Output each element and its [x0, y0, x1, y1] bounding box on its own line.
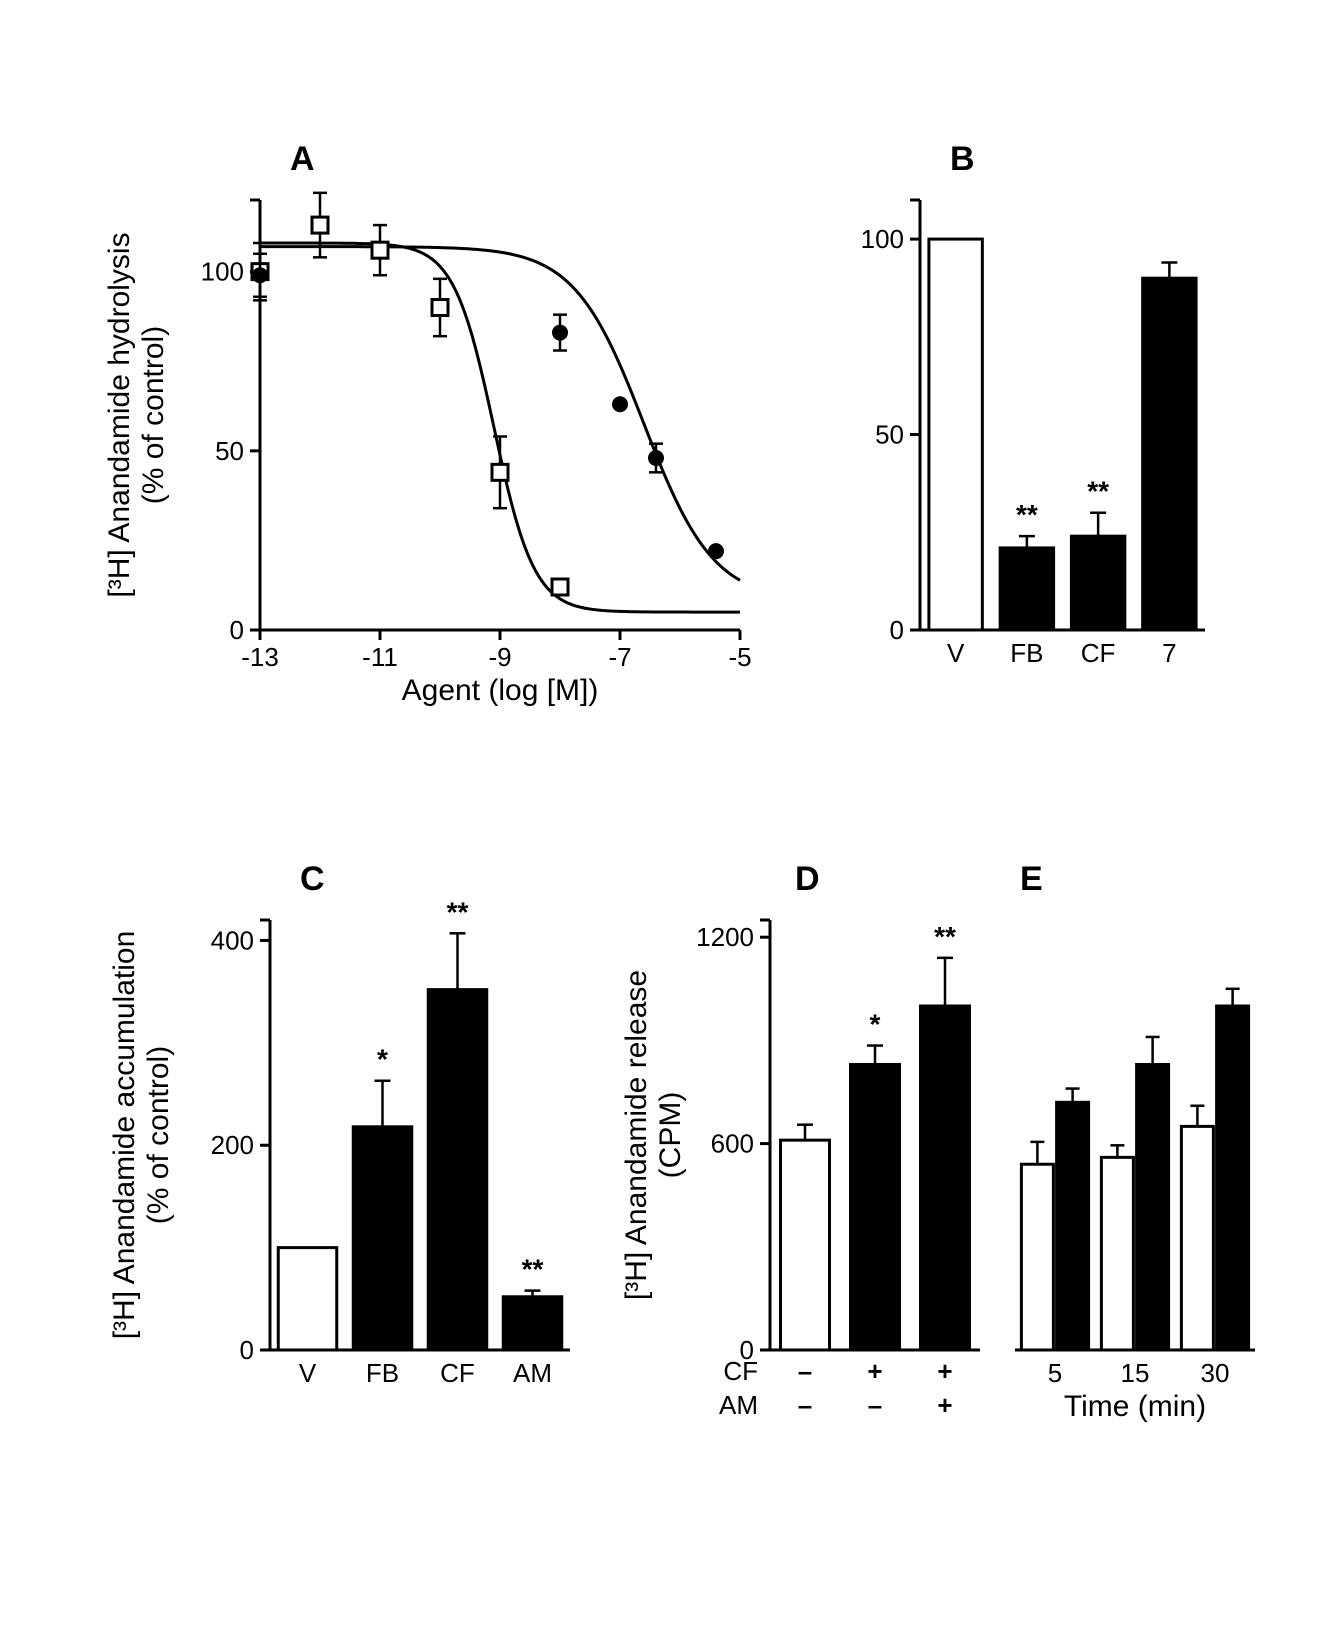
panel-b-cat: FB: [1010, 638, 1043, 668]
panel-b-bar: [1143, 278, 1196, 630]
svg-text:100: 100: [201, 257, 244, 287]
panel-d-rowlabel: CF: [723, 1356, 758, 1386]
panel-a-marker-square: [552, 579, 568, 595]
panel-b-sig: **: [1016, 499, 1038, 530]
panel-d-cell: –: [798, 1356, 812, 1386]
panel-e-xval: 5: [1048, 1358, 1062, 1388]
panel-d-bar: [921, 1006, 970, 1350]
panel-d-sig: *: [870, 1009, 881, 1040]
panel-a-marker-circle: [709, 544, 723, 558]
svg-text:-13: -13: [241, 642, 279, 672]
panel-c-sig: *: [377, 1044, 388, 1075]
panel-c-cat: AM: [513, 1358, 552, 1388]
panel-e-bar: [1101, 1157, 1133, 1350]
svg-text:-7: -7: [608, 642, 631, 672]
figure-page: A050100-13-11-9-7-5Agent (log [M])[³H] A…: [0, 0, 1322, 1625]
panel-a: A 0 50 100 -13 -11 -9 -7 -5 Agent (log [M]) [³H] A…: [103, 140, 752, 707]
panel-a-marker-square: [492, 464, 508, 480]
panel-a-marker-square: [372, 242, 388, 258]
svg-text:100: 100: [861, 224, 904, 254]
panel-d-rowlabel: AM: [719, 1390, 758, 1420]
panel-d-ylabel: [³H] Anandamide release(CPM): [620, 970, 687, 1300]
panel-d: D06001200[³H] Anandamide release(CPM)***…: [620, 860, 980, 1420]
panel-a-xlabel: Agent (log [M]): [402, 674, 599, 707]
panel-e-bar: [1137, 1064, 1169, 1350]
figure-svg: A050100-13-11-9-7-5Agent (log [M])[³H] A…: [0, 0, 1322, 1625]
panel-a-marker-square: [312, 217, 328, 233]
svg-text:200: 200: [211, 1130, 254, 1160]
panel-c: C 0 200 400 [³H] Anandamide accumulation(% o…: [108, 860, 570, 1388]
panel-c-cat: V: [299, 1358, 317, 1388]
panel-b-cat: V: [947, 638, 965, 668]
panel-d-label: D: [795, 860, 820, 898]
panel-a-marker-square: [432, 300, 448, 316]
panel-b-bar: [1000, 548, 1053, 630]
panel-e-bar: [1057, 1102, 1089, 1350]
svg-text:1200: 1200: [696, 922, 754, 952]
panel-e-label: E: [1020, 860, 1043, 898]
panel-d-cell: –: [798, 1390, 812, 1420]
panel-d-cell: +: [937, 1390, 952, 1420]
svg-text:-5: -5: [728, 642, 751, 672]
svg-text:0: 0: [240, 1335, 254, 1365]
panel-d-bar: [851, 1064, 900, 1350]
panel-b-bar: [1071, 536, 1124, 630]
svg-text:50: 50: [215, 436, 244, 466]
svg-text:0: 0: [890, 615, 904, 645]
panel-e-bar: [1217, 1006, 1249, 1350]
panel-c-label: C: [300, 860, 325, 898]
svg-text:-11: -11: [362, 642, 398, 672]
panel-a-curve: [260, 243, 740, 612]
panel-e: E 5 15 30Time (min): [1015, 860, 1255, 1423]
panel-b-sig: **: [1087, 476, 1109, 507]
panel-d-sig: **: [934, 921, 956, 952]
panel-b-cat: 7: [1162, 638, 1176, 668]
panel-b-bar: [929, 239, 982, 630]
panel-d-bar: [781, 1140, 830, 1350]
panel-c-bar: [353, 1127, 412, 1350]
panel-e-bar: [1181, 1126, 1213, 1350]
panel-d-cell: +: [867, 1356, 882, 1386]
panel-b-cat: CF: [1081, 638, 1116, 668]
panel-a-curve: [260, 247, 740, 581]
panel-b-label: B: [950, 140, 975, 178]
panel-a-marker-circle: [649, 451, 663, 465]
panel-c-sig: **: [447, 896, 469, 927]
panel-a-marker-circle: [253, 268, 267, 282]
panel-c-cat: CF: [440, 1358, 475, 1388]
panel-c-bar: [503, 1297, 562, 1350]
panel-e-xlabel: Time (min): [1064, 1390, 1206, 1423]
panel-e-xval: 30: [1201, 1358, 1230, 1388]
svg-text:50: 50: [875, 420, 904, 450]
svg-text:0: 0: [230, 615, 244, 645]
panel-a-label: A: [290, 140, 315, 178]
svg-text:400: 400: [211, 925, 254, 955]
panel-d-cell: +: [937, 1356, 952, 1386]
panel-a-ylabel: [³H] Anandamide hydrolysis(% of control): [103, 232, 170, 597]
svg-text:-9: -9: [488, 642, 511, 672]
svg-text:600: 600: [711, 1129, 754, 1159]
panel-d-cell: –: [868, 1390, 882, 1420]
panel-c-bar: [428, 990, 487, 1350]
panel-c-sig: **: [522, 1254, 544, 1285]
panel-c-cat: FB: [366, 1358, 399, 1388]
panel-e-bar: [1021, 1164, 1053, 1350]
panel-b: B 0 50 100 V ** FB ** CF 7: [861, 140, 1205, 668]
panel-c-ylabel: [³H] Anandamide accumulation(% of contro…: [108, 931, 175, 1340]
panel-c-bar: [278, 1248, 337, 1350]
panel-a-marker-circle: [613, 397, 627, 411]
panel-a-marker-circle: [553, 326, 567, 340]
panel-e-xval: 15: [1121, 1358, 1150, 1388]
